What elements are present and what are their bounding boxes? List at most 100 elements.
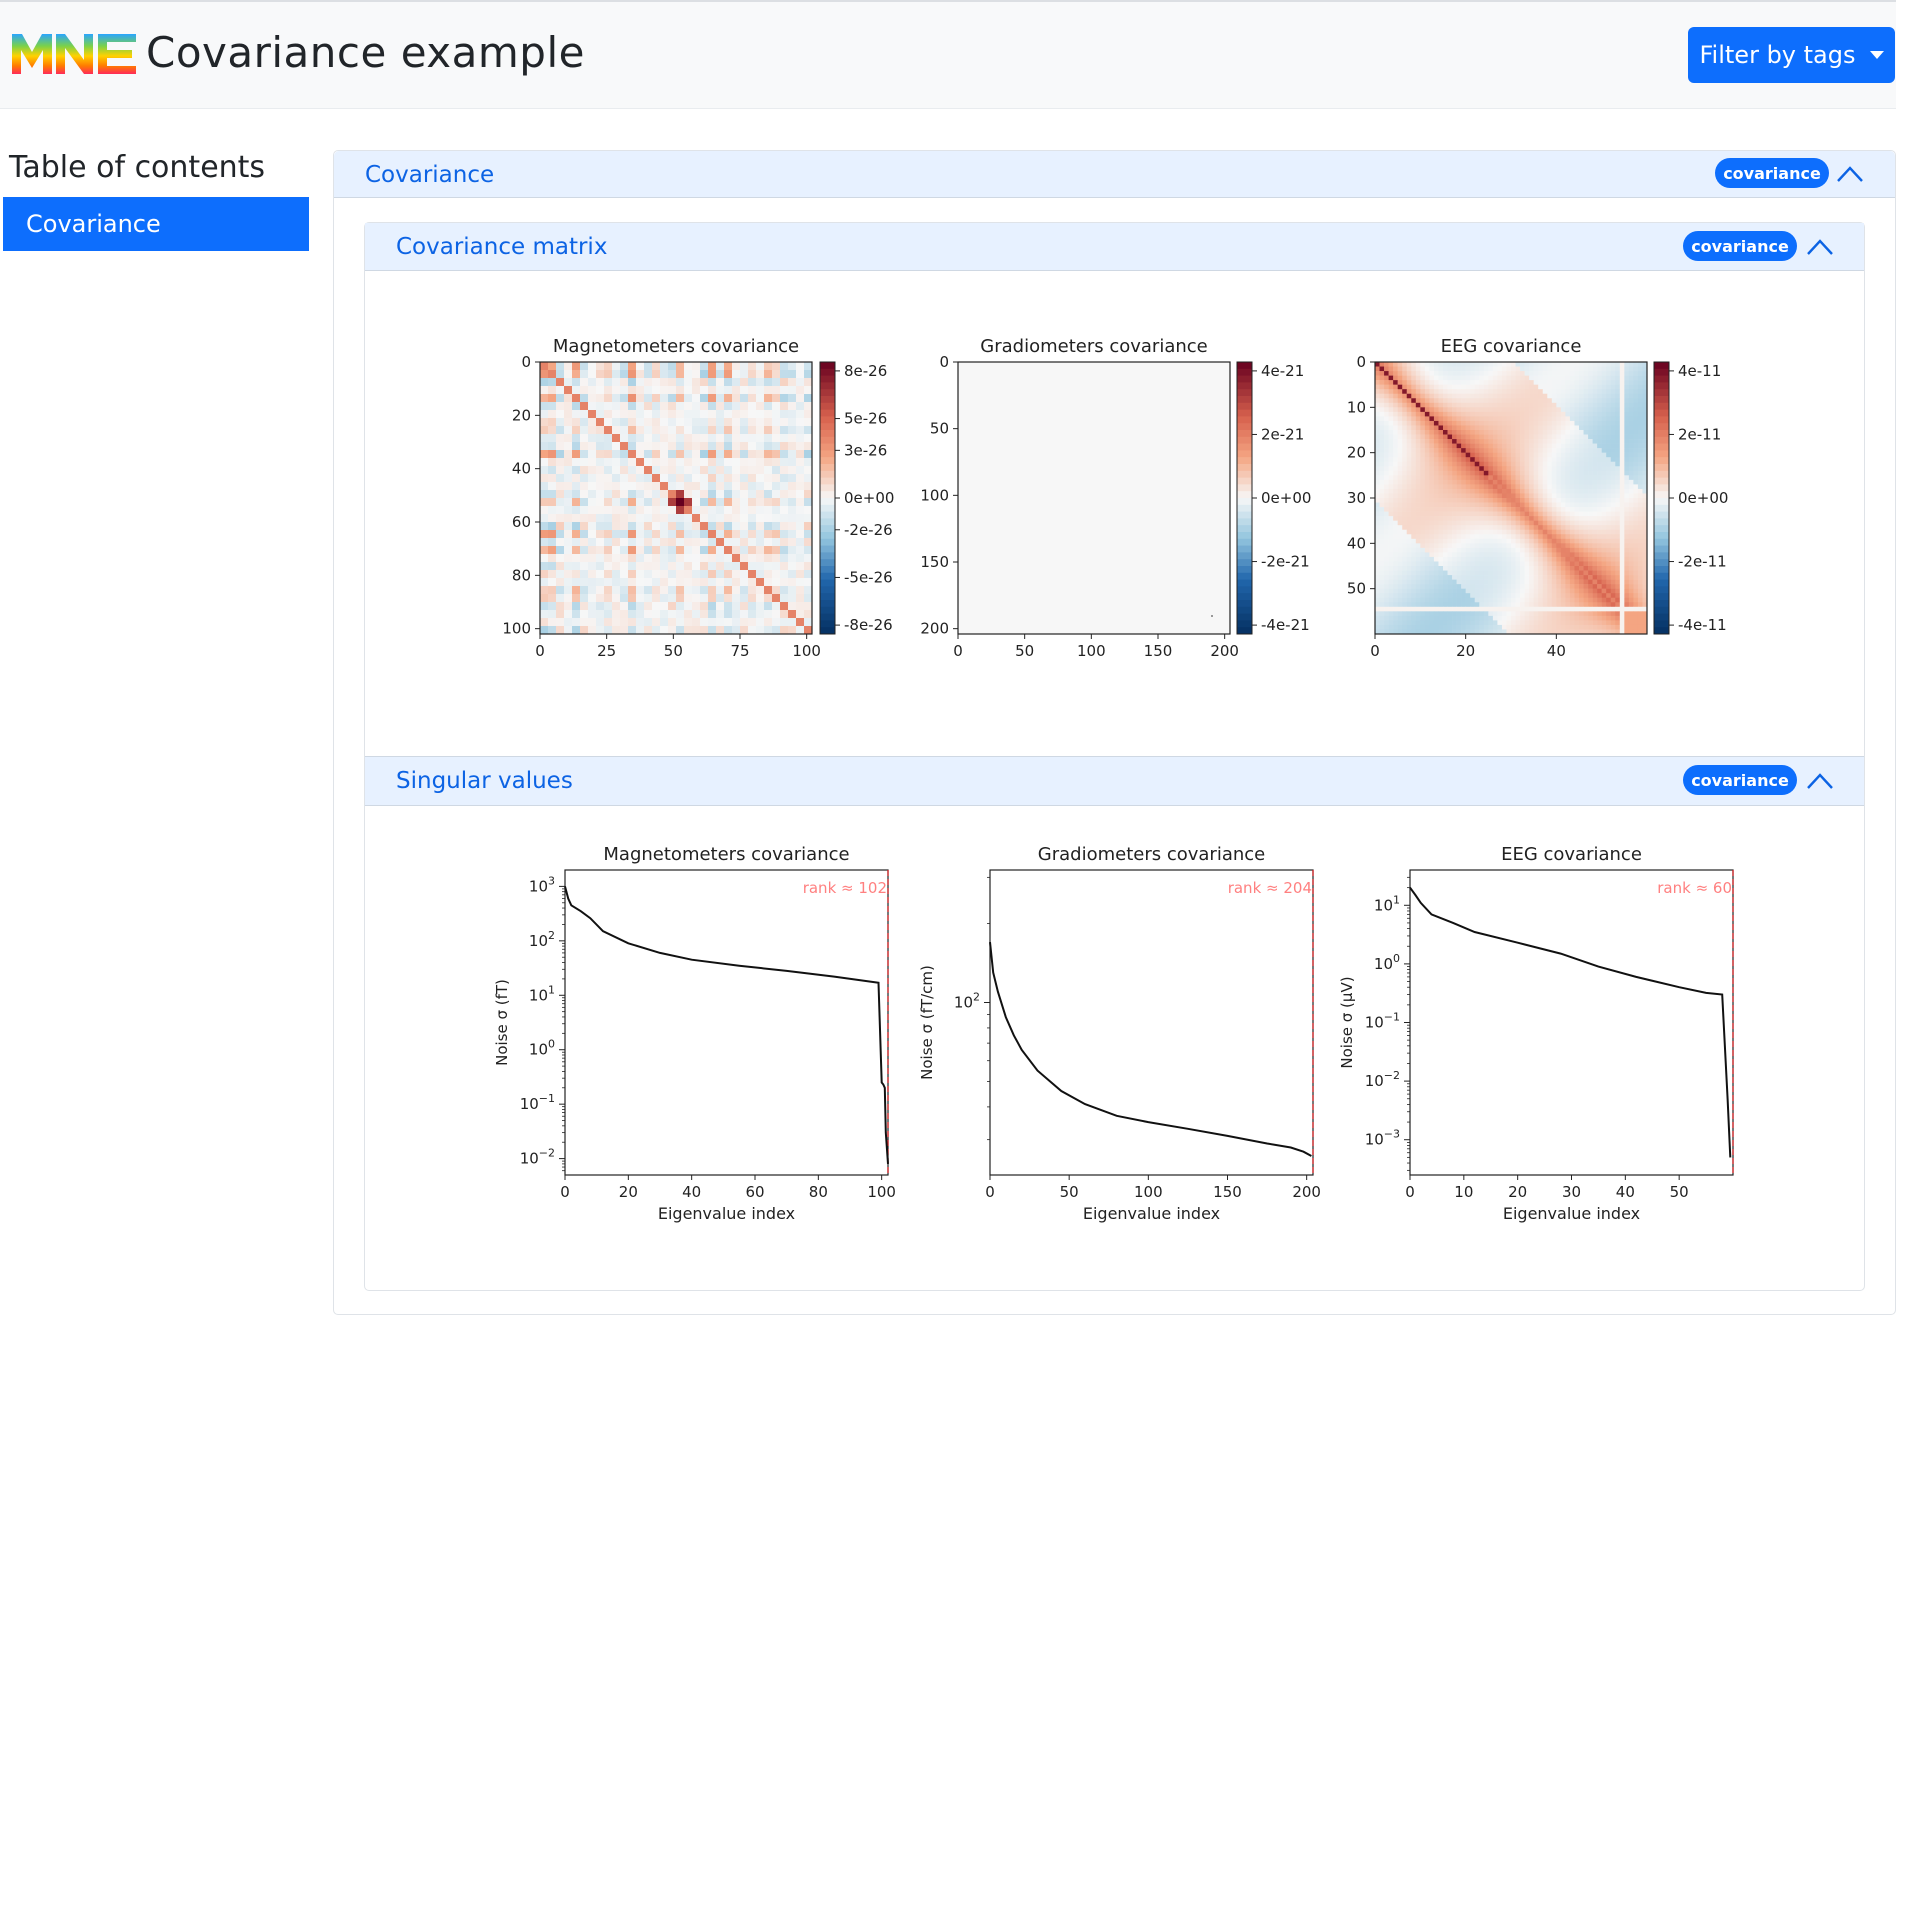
toc-item-covariance[interactable]: Covariance: [3, 197, 309, 251]
heatmap-cell: [1556, 407, 1562, 413]
heatmap-cell: [1574, 430, 1580, 435]
heatmap-cell: [1529, 389, 1534, 395]
heatmap-cell: [596, 482, 605, 491]
heatmap-cell: [1497, 470, 1503, 476]
heatmap-cell: [1606, 479, 1612, 485]
heatmap-cell: [1375, 366, 1380, 372]
chevron-up-icon[interactable]: [1806, 238, 1834, 256]
heatmap-cell: [1452, 448, 1457, 453]
heatmap-cell: [1397, 602, 1403, 608]
heatmap-cell: [1397, 498, 1403, 503]
heatmap-cell: [1474, 529, 1480, 535]
heatmap-cell: [1474, 516, 1480, 521]
chevron-up-icon[interactable]: [1836, 165, 1864, 183]
heatmap-cell: [788, 418, 797, 427]
heatmap-cell: [1619, 606, 1625, 612]
heatmap-cell: [1384, 552, 1389, 558]
heatmap-cell: [1538, 398, 1544, 404]
subsection-singular-values-title[interactable]: Singular values: [396, 768, 573, 794]
heatmap-cell: [1429, 593, 1435, 599]
heatmap-cell: [1461, 439, 1466, 444]
heatmap-cell: [1461, 629, 1466, 635]
heatmap-cell: [756, 386, 765, 395]
heatmap-cell: [1415, 362, 1421, 367]
heatmap-cell: [1465, 498, 1471, 503]
heatmap-cell: [1433, 570, 1439, 576]
heatmap-cell: [1411, 552, 1417, 558]
heatmap-cell: [724, 458, 733, 467]
filter-by-tags-button[interactable]: Filter by tags: [1688, 27, 1895, 83]
heatmap-cell: [1452, 511, 1457, 517]
tag-badge[interactable]: covariance: [1683, 765, 1797, 795]
heatmap-cell: [1406, 479, 1412, 485]
heatmap-cell: [1542, 575, 1548, 580]
chevron-up-icon[interactable]: [1806, 772, 1834, 790]
heatmap-cell: [1533, 439, 1539, 444]
heatmap-cell: [716, 410, 725, 419]
heatmap-cell: [1384, 520, 1389, 526]
heatmap-cell: [1615, 552, 1621, 558]
heatmap-cell: [1565, 498, 1571, 503]
heatmap-cell: [1628, 420, 1634, 426]
heatmap-cell: [1592, 493, 1598, 499]
subsection-singular-values-header[interactable]: Singular values covariance: [365, 756, 1864, 806]
heatmap-cell: [1569, 566, 1575, 571]
heatmap-cell: [684, 434, 693, 443]
heatmap-cell: [1529, 443, 1534, 449]
heatmap-cell: [1384, 556, 1389, 562]
colorbar-segment: [820, 504, 835, 513]
heatmap-cell: [1569, 488, 1575, 494]
heatmap-cell: [1606, 547, 1612, 553]
heatmap-cell: [1397, 529, 1403, 535]
heatmap-cell: [1397, 470, 1403, 476]
subsection-covariance-matrix-title[interactable]: Covariance matrix: [396, 234, 608, 260]
heatmap-cell: [1452, 420, 1457, 426]
heatmap-cell: [732, 618, 741, 627]
subsection-covariance-matrix-header[interactable]: Covariance matrix covariance: [365, 223, 1864, 271]
heatmap-cell: [1474, 525, 1480, 531]
heatmap-cell: [1601, 407, 1607, 413]
heatmap-cell: [1488, 457, 1494, 463]
heatmap-cell: [1520, 452, 1525, 458]
heatmap-cell: [588, 578, 597, 587]
heatmap-cell: [1497, 602, 1503, 608]
heatmap-cell: [548, 618, 557, 627]
heatmap-cell: [580, 426, 589, 435]
heatmap-cell: [772, 378, 781, 387]
heatmap-cell: [1506, 543, 1512, 549]
heatmap-cell: [1461, 516, 1466, 521]
section-covariance-header[interactable]: Covariance covariance: [334, 151, 1895, 198]
heatmap-cell: [596, 522, 605, 531]
heatmap-cell: [604, 466, 613, 475]
heatmap-cell: [604, 426, 613, 435]
heatmap-cell: [764, 490, 773, 499]
heatmap-cell: [1497, 371, 1503, 376]
colorbar-segment: [1654, 532, 1669, 540]
heatmap-cell: [1615, 380, 1621, 385]
tag-badge[interactable]: covariance: [1715, 158, 1829, 188]
colorbar-segment: [1654, 423, 1669, 431]
heatmap-cell: [1556, 434, 1562, 440]
heatmap-cell: [1511, 380, 1516, 385]
tag-badge[interactable]: covariance: [1683, 231, 1797, 261]
heatmap-cell: [1488, 366, 1494, 372]
heatmap-cell: [732, 498, 741, 507]
heatmap-cell: [1429, 466, 1435, 472]
heatmap-cell: [1615, 575, 1621, 580]
heatmap-cell: [1624, 498, 1630, 503]
section-covariance-title[interactable]: Covariance: [365, 162, 495, 188]
heatmap-cell: [1447, 384, 1453, 390]
heatmap-cell: [1547, 588, 1553, 594]
heatmap-cell: [1492, 520, 1498, 526]
heatmap-cell: [572, 578, 581, 587]
heatmap-cell: [1415, 380, 1421, 385]
heatmap-cell: [788, 586, 797, 595]
heatmap-cell: [1579, 420, 1584, 426]
heatmap-cell: [700, 610, 709, 619]
heatmap-cell: [1438, 434, 1444, 440]
heatmap-cell: [668, 418, 677, 427]
heatmap-cell: [1588, 362, 1593, 367]
heatmap-cell: [1402, 624, 1408, 630]
heatmap-cell: [1560, 488, 1566, 494]
heatmap-cell: [1379, 466, 1385, 472]
